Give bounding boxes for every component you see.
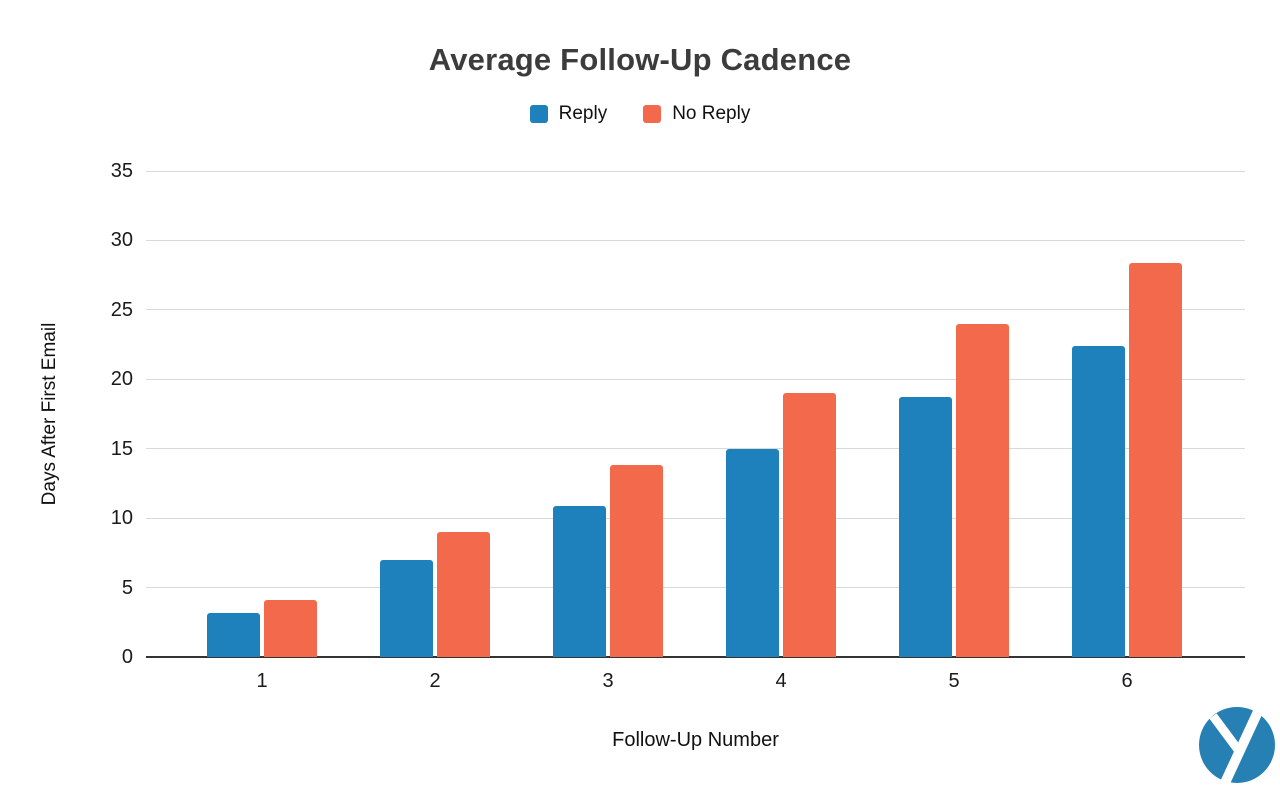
bar-no-reply-3	[610, 465, 663, 657]
gridline-y-5	[146, 587, 1245, 589]
y-tick-label-25: 25	[110, 298, 133, 321]
bar-no-reply-2	[437, 532, 490, 657]
x-axis-line	[146, 656, 1245, 658]
y-tick-label-0: 0	[121, 646, 133, 668]
gridline-y-30	[146, 239, 1245, 241]
bar-reply-6	[1072, 346, 1125, 657]
gridline-y-10	[146, 517, 1245, 519]
x-tick-label-5: 5	[948, 670, 960, 692]
legend-item-no-reply: No Reply	[643, 103, 750, 125]
y-tick-label-5: 5	[121, 576, 133, 599]
gridline-y-20	[146, 378, 1245, 380]
x-axis-title: Follow-Up Number	[612, 729, 779, 751]
bar-no-reply-1	[264, 600, 317, 657]
legend-swatch-icon	[643, 105, 662, 123]
legend-item-reply: Reply	[529, 103, 608, 125]
yesware-logo-y-left-arm	[1209, 713, 1243, 754]
plot-area	[146, 170, 1245, 658]
bar-no-reply-4	[783, 393, 836, 657]
legend-label: Reply	[558, 103, 608, 124]
bar-no-reply-5	[956, 324, 1009, 657]
bar-reply-1	[207, 613, 260, 657]
yesware-logo	[1199, 703, 1275, 787]
bar-reply-5	[899, 397, 952, 657]
legend: Reply No Reply	[0, 103, 1280, 125]
gridline-y-35	[146, 170, 1245, 172]
x-tick-label-4: 4	[775, 670, 787, 692]
gridline-y-15	[146, 448, 1245, 450]
bar-reply-3	[553, 506, 606, 657]
bar-reply-2	[380, 560, 433, 657]
gridline-y-25	[146, 309, 1245, 311]
yesware-logo-y-stem	[1219, 703, 1266, 787]
y-tick-label-20: 20	[110, 368, 133, 391]
x-tick-label-2: 2	[429, 670, 441, 692]
y-axis-title: Days After First Email	[39, 322, 60, 506]
bar-no-reply-6	[1129, 263, 1182, 657]
chart-title: Average Follow-Up Cadence	[428, 42, 852, 77]
y-tick-label-10: 10	[110, 507, 133, 530]
y-tick-label-30: 30	[110, 229, 133, 252]
bar-reply-4	[726, 449, 779, 657]
x-tick-label-3: 3	[602, 670, 614, 692]
legend-label: No Reply	[672, 103, 751, 124]
y-tick-label-35: 35	[110, 160, 133, 182]
y-tick-label-15: 15	[110, 437, 133, 460]
x-tick-label-1: 1	[256, 670, 268, 692]
legend-swatch-icon	[529, 105, 548, 123]
x-tick-label-6: 6	[1121, 670, 1133, 692]
